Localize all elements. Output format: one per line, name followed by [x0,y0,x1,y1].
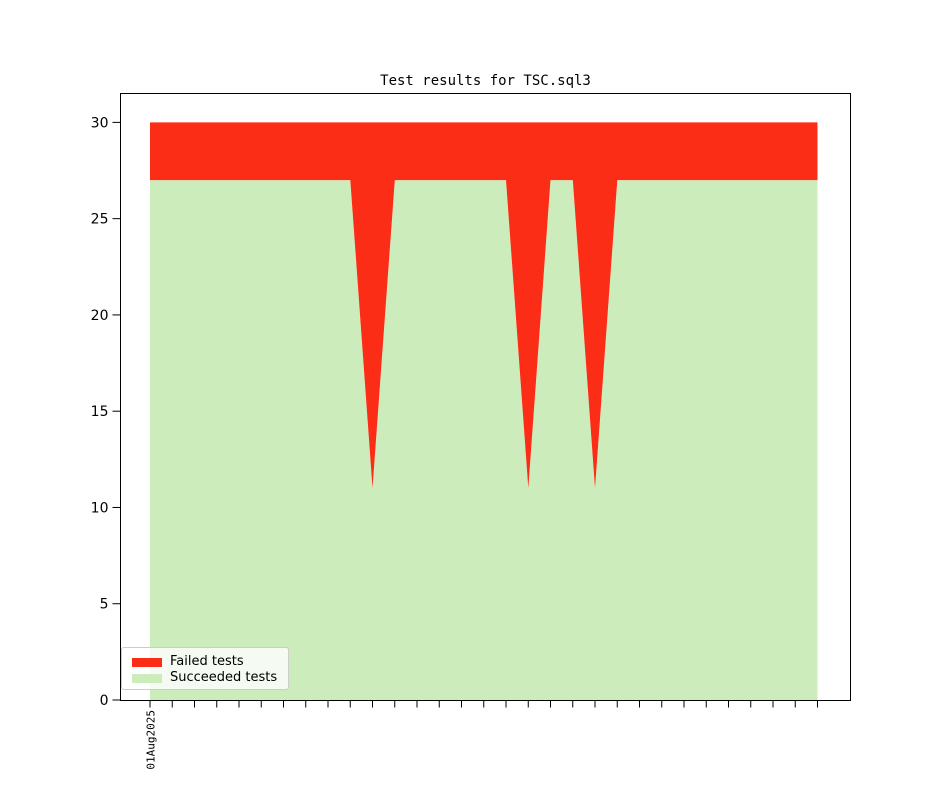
legend-item-failed: Failed tests [132,654,278,670]
legend-swatch-failed [132,657,162,667]
legend-label-failed: Failed tests [170,654,244,669]
y-tick-label: 0 [100,693,109,709]
legend-item-succeeded: Succeeded tests [132,670,278,686]
y-tick-label: 15 [91,404,109,420]
succeeded-area [150,180,818,701]
legend-label-succeeded: Succeeded tests [170,670,278,685]
chart-title: Test results for TSC.sql3 [380,73,591,89]
plot-frame [120,93,851,701]
y-tick-label: 20 [91,308,109,324]
x-tick-label-date: 01Aug2025 [145,710,158,770]
failed-area [150,122,818,489]
y-tick-label: 25 [91,212,109,228]
legend-swatch-succeeded [132,673,162,683]
y-tick-label: 30 [91,115,109,131]
legend: Failed tests Succeeded tests [121,647,289,690]
y-tick-label: 5 [100,597,109,613]
y-tick-label: 10 [91,500,109,516]
